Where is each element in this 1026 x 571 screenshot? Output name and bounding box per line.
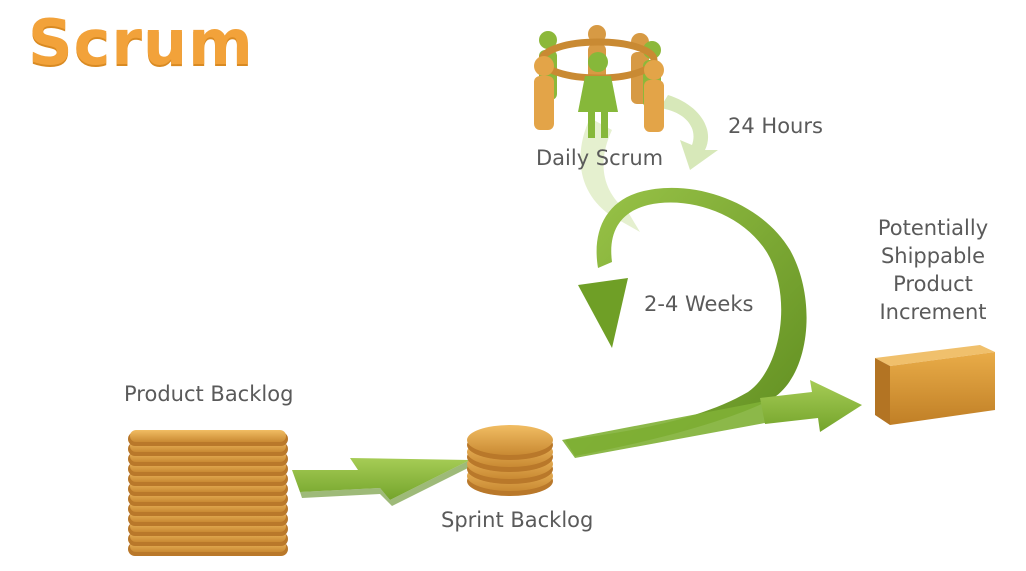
increment-label-line: Increment	[879, 300, 987, 324]
daily-scrum-label: Daily Scrum	[536, 146, 664, 170]
increment-label: Potentially Shippable Product Increment	[862, 214, 1004, 326]
product-backlog-stack	[128, 430, 288, 556]
team-circle-icon	[534, 25, 664, 138]
increment-label-line: Potentially	[877, 216, 989, 240]
sprint-coin	[467, 425, 553, 460]
page-title: Scrum	[28, 6, 254, 79]
sprint-cycle-label: 2-4 Weeks	[644, 292, 754, 316]
sprint-backlog-label: Sprint Backlog	[441, 508, 594, 532]
backlog-layer	[128, 430, 288, 446]
product-backlog-label: Product Backlog	[124, 382, 294, 406]
increment-label-line: Product	[893, 272, 973, 296]
sprint-backlog-stack	[467, 425, 553, 496]
backlog-arrow	[292, 458, 472, 506]
daily-cycle-arrow	[580, 95, 718, 232]
sprint-cycle-arrow	[562, 187, 807, 458]
daily-cycle-label: 24 Hours	[728, 114, 823, 138]
increment-arrow	[760, 380, 862, 432]
increment-label-line: Shippable	[880, 244, 986, 268]
increment-box	[875, 345, 995, 425]
